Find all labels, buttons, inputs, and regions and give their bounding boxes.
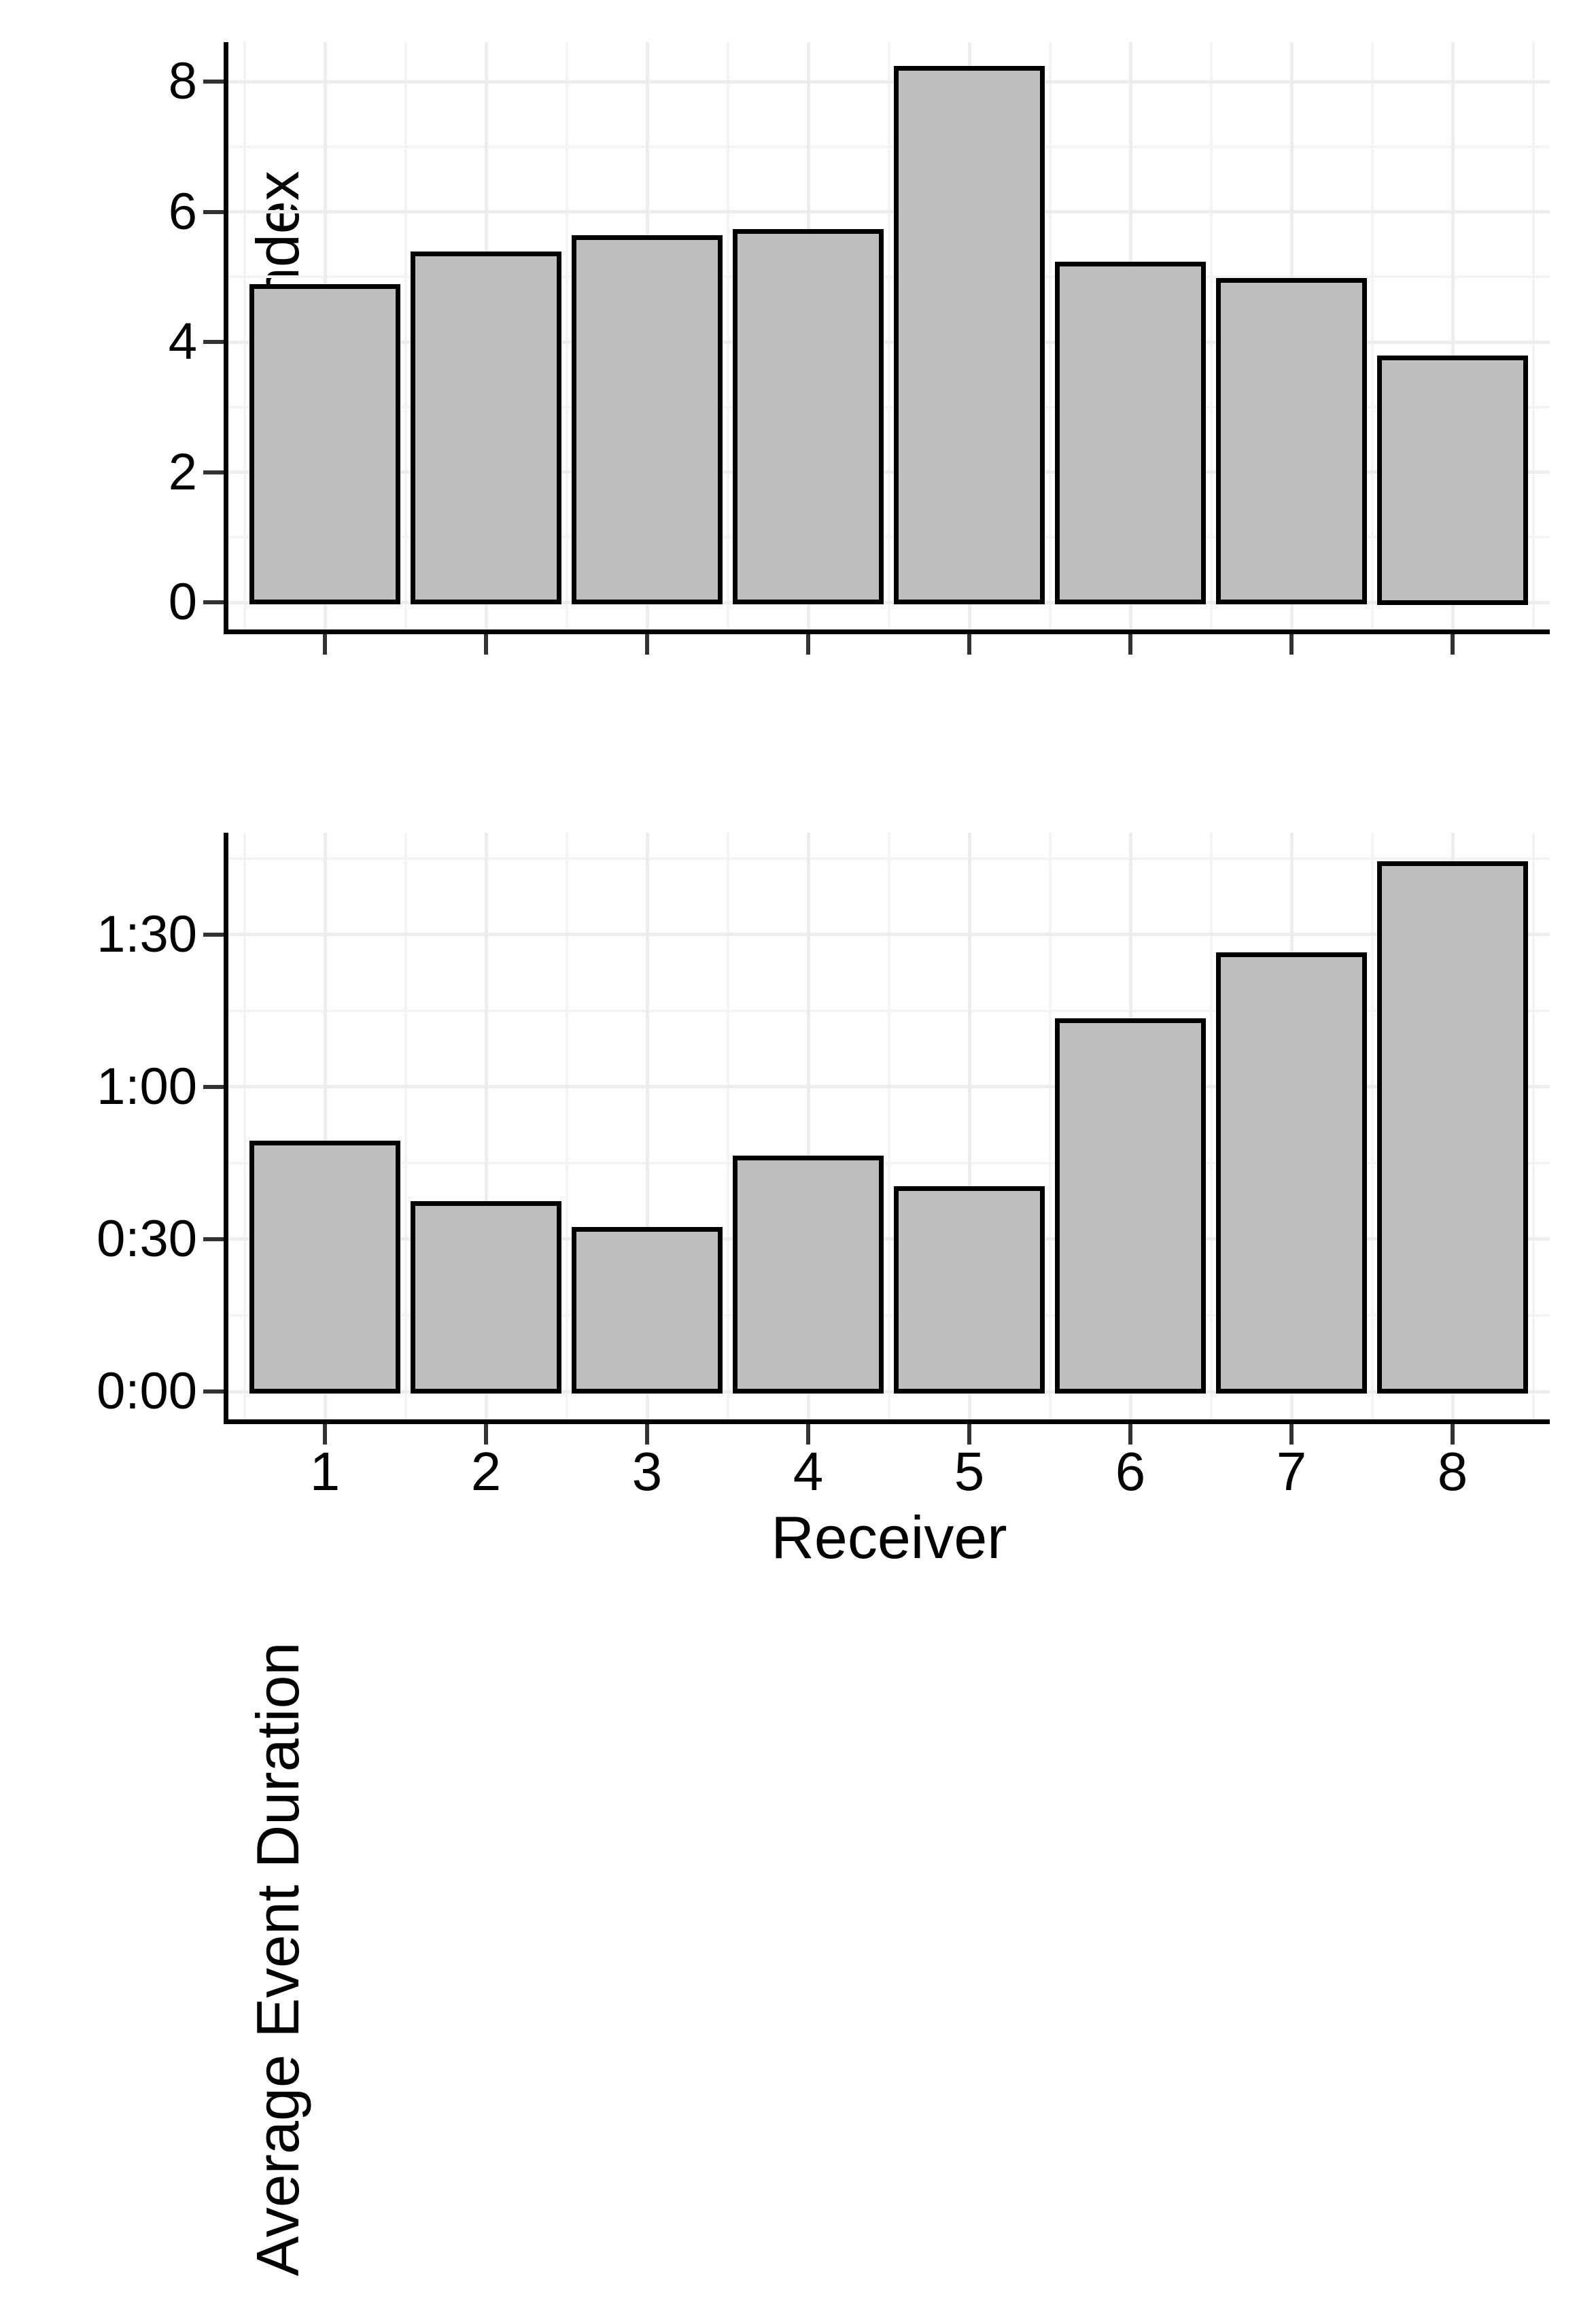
bottom-bar-receiver-8 [1377,861,1528,1394]
bottom-x-tick-mark [806,1424,810,1445]
top-bar-receiver-1 [249,284,400,605]
bottom-x-tick-mark [323,1424,327,1445]
bottom-bar-receiver-4 [733,1156,884,1394]
x-tick-label-receiver-2: 2 [470,1441,502,1502]
top-bar-receiver-2 [411,252,561,605]
top-x-tick-mark [806,634,810,655]
bottom-bar-receiver-5 [894,1186,1045,1394]
bottom-x-tick-mark [484,1424,488,1445]
top-y-tick-mark [203,340,224,344]
x-tick-label-receiver-8: 8 [1437,1441,1468,1502]
top-h-gridline-major [228,340,1550,344]
top-y-tick-label: 2 [168,443,197,501]
x-tick-label-receiver-3: 3 [631,1441,663,1502]
top-x-tick-mark [1451,634,1455,655]
bottom-y-tick-mark [203,1237,224,1241]
top-y-tick-mark [203,80,224,84]
x-tick-label-receiver-6: 6 [1115,1441,1146,1502]
bottom-v-gridline-minor [243,833,246,1419]
top-x-tick-mark [1128,634,1132,655]
top-v-gridline-minor [404,42,407,629]
figure: { "page": { "background": "#ffffff" }, "… [97,42,1550,2277]
bottom-x-tick-mark [645,1424,649,1445]
bottom-x-tick-mark [1289,1424,1294,1445]
bottom-y-tick-mark [203,932,224,937]
bottom-y-tick-label: 1:30 [97,905,197,963]
top-y-tick-label: 6 [168,182,197,241]
top-y-tick-mark [203,600,224,604]
bottom-v-gridline-minor [726,833,729,1419]
top-h-gridline-major [228,210,1550,213]
top-bar-receiver-3 [572,235,723,605]
bottom-v-gridline-minor [404,833,407,1419]
top-bar-receiver-8 [1377,356,1528,605]
top-bar-receiver-7 [1216,277,1367,605]
bottom-bar-receiver-3 [572,1226,723,1394]
x-tick-label-receiver-4: 4 [793,1441,824,1502]
bottom-chart-panel: Average Event Duration 0:00 0:30 1:00 1:30 1… [97,833,1550,2276]
top-bar-receiver-4 [733,228,884,605]
bottom-x-tick-mark [967,1424,971,1445]
bottom-v-gridline-major [967,833,971,1419]
top-v-gridline-minor [565,42,568,629]
x-tick-label-receiver-7: 7 [1276,1441,1307,1502]
top-v-gridline-minor [1048,42,1052,629]
bottom-h-gridline-major [228,1389,1550,1394]
top-x-tick-mark [645,634,649,655]
top-h-gridline-major [228,80,1550,84]
bottom-v-gridline-major [323,833,327,1419]
top-y-tick-label: 0 [168,573,197,631]
x-tick-label-receiver-5: 5 [954,1441,985,1502]
bottom-v-gridline-major [484,833,488,1419]
bottom-v-gridline-minor [565,833,568,1419]
top-v-gridline-minor [243,42,246,629]
top-x-tick-mark [484,634,488,655]
top-v-gridline-minor [1531,42,1535,629]
top-v-gridline-major [1451,42,1455,629]
bottom-bar-receiver-2 [411,1201,561,1394]
top-bar-receiver-6 [1055,261,1206,605]
top-v-gridline-minor [726,42,729,629]
bottom-y-tick-label: 0:30 [97,1209,197,1268]
bottom-v-gridline-minor [1370,833,1374,1419]
bottom-h-gridline-major [228,1237,1550,1241]
top-v-gridline-minor [887,42,890,629]
top-y-tick-label: 8 [168,52,197,110]
bottom-v-gridline-minor [1531,833,1535,1419]
bottom-v-gridline-minor [1209,833,1213,1419]
bottom-y-axis-title: Average Event Duration [244,1642,311,2277]
bottom-h-gridline-major [228,933,1550,937]
top-y-tick-label: 4 [168,313,197,370]
top-x-tick-mark [323,634,327,655]
bottom-h-gridline-major [228,1085,1550,1089]
x-tick-label-receiver-1: 1 [309,1441,341,1502]
x-axis-title: Receiver [771,1504,1007,1571]
bottom-y-tick-label: 0:00 [97,1362,197,1420]
bottom-bar-receiver-7 [1216,952,1367,1394]
bottom-y-tick-label: 1:00 [97,1057,197,1116]
bottom-v-gridline-major [645,833,649,1419]
top-v-gridline-minor [1370,42,1374,629]
bottom-v-gridline-minor [1048,833,1052,1419]
top-bar-receiver-5 [894,66,1045,605]
bottom-v-gridline-minor [887,833,890,1419]
top-x-tick-mark [1289,634,1294,655]
bottom-bar-receiver-1 [249,1140,400,1394]
bottom-x-tick-mark [1128,1424,1132,1445]
top-x-tick-mark [967,634,971,655]
top-y-tick-mark [203,470,224,474]
bottom-v-gridline-major [806,833,810,1419]
top-y-tick-mark [203,209,224,214]
top-h-gridline-major [228,470,1550,474]
bottom-y-tick-mark [203,1389,224,1394]
bottom-y-tick-mark [203,1084,224,1089]
bottom-bar-receiver-6 [1055,1018,1206,1394]
top-v-gridline-minor [1209,42,1213,629]
bottom-x-tick-mark [1451,1424,1455,1445]
top-h-gridline-major [228,600,1550,604]
